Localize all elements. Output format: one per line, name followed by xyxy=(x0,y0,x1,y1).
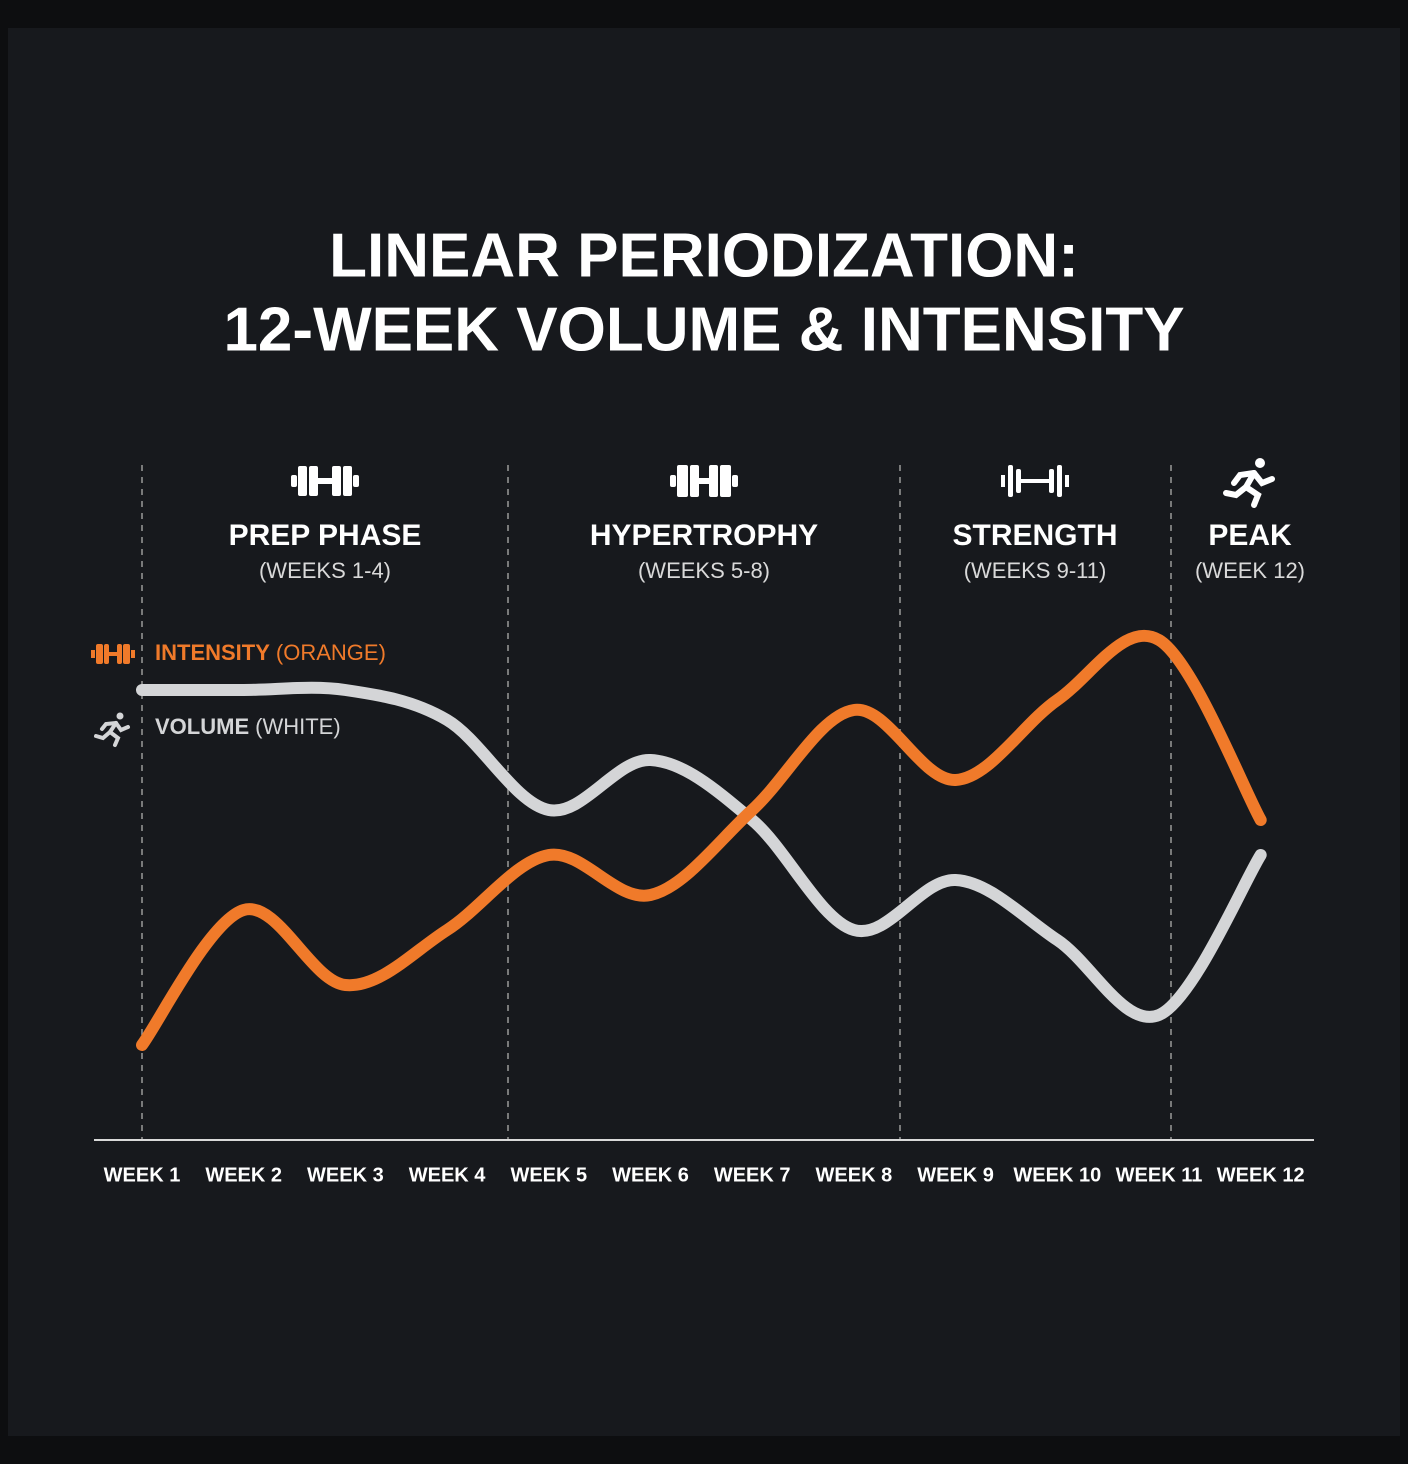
x-tick-label: WEEK 4 xyxy=(409,1164,487,1186)
legend-icon xyxy=(94,712,130,747)
x-tick-label: WEEK 8 xyxy=(816,1164,893,1186)
phase-name: PREP PHASE xyxy=(229,519,422,552)
chart-title: 12-WEEK VOLUME & INTENSITY xyxy=(223,295,1184,364)
legend-note: (WHITE) xyxy=(255,714,341,739)
barbell-icon xyxy=(1001,465,1069,497)
legend-label: INTENSITY (ORANGE) xyxy=(155,640,386,665)
legend-icon xyxy=(91,644,135,664)
legend-note: (ORANGE) xyxy=(276,640,386,665)
x-tick-label: WEEK 11 xyxy=(1116,1164,1203,1186)
series-line xyxy=(136,681,1267,1023)
legend-name: INTENSITY xyxy=(155,640,270,665)
phase-name: STRENGTH xyxy=(953,519,1118,552)
x-tick-label: WEEK 3 xyxy=(307,1164,384,1186)
series-line xyxy=(136,629,1267,1051)
phase-range: (WEEKS 5-8) xyxy=(638,558,770,583)
legend-name: VOLUME xyxy=(155,714,249,739)
phase-range: (WEEK 12) xyxy=(1195,558,1305,583)
x-tick-label: WEEK 7 xyxy=(714,1164,791,1186)
background xyxy=(8,28,1400,1436)
runner-icon xyxy=(1223,458,1275,508)
phase-name: HYPERTROPHY xyxy=(590,519,818,552)
x-tick-label: WEEK 6 xyxy=(612,1164,689,1186)
phase-range: (WEEKS 9-11) xyxy=(964,558,1107,583)
x-tick-label: WEEK 5 xyxy=(510,1164,587,1186)
dumbbell-icon xyxy=(670,465,738,497)
dumbbell-icon xyxy=(291,466,359,496)
phase-range: (WEEKS 1-4) xyxy=(259,558,391,583)
legend-label: VOLUME (WHITE) xyxy=(155,714,341,739)
phase-dividers xyxy=(141,465,1172,1140)
chart-title: LINEAR PERIODIZATION: xyxy=(329,221,1079,290)
x-tick-label: WEEK 2 xyxy=(205,1164,282,1186)
x-tick-label: WEEK 1 xyxy=(104,1164,181,1186)
x-tick-label: WEEK 9 xyxy=(917,1164,994,1186)
x-tick-label: WEEK 12 xyxy=(1217,1164,1305,1186)
legend xyxy=(91,644,135,747)
phase-icons xyxy=(291,458,1275,508)
phase-name: PEAK xyxy=(1208,519,1292,552)
x-tick-label: WEEK 10 xyxy=(1013,1164,1101,1186)
